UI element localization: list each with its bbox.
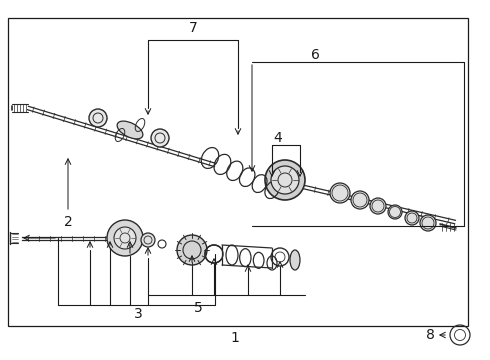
Bar [8,18,468,326]
Ellipse shape [117,121,143,139]
Circle shape [265,160,305,200]
Text: 6: 6 [311,48,319,62]
Text: 7: 7 [189,21,197,35]
Circle shape [330,183,350,203]
Circle shape [107,220,143,256]
Text: 8: 8 [425,328,435,342]
Text: 4: 4 [273,131,282,145]
Text: 3: 3 [134,307,143,321]
Circle shape [405,211,419,225]
Circle shape [141,233,155,247]
Circle shape [89,109,107,127]
Text: 5: 5 [194,301,202,315]
Circle shape [420,215,436,231]
Circle shape [351,191,369,209]
Circle shape [114,227,136,249]
Circle shape [177,235,207,265]
Circle shape [271,166,299,194]
Text: 2: 2 [64,215,73,229]
Circle shape [370,198,386,214]
Text: 1: 1 [231,331,240,345]
Circle shape [151,129,169,147]
Ellipse shape [290,250,300,270]
Circle shape [388,205,402,219]
